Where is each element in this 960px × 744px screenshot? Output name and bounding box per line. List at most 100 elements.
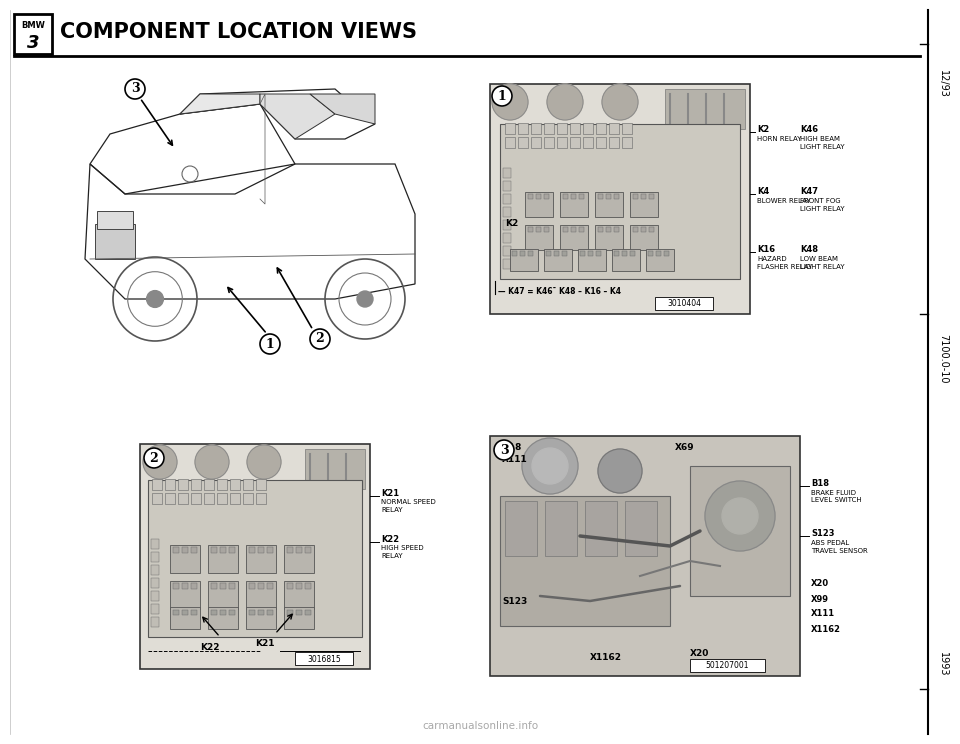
Bar: [655, 297, 713, 310]
Bar: [151, 617, 159, 627]
Circle shape: [247, 445, 281, 479]
Bar: [583, 137, 593, 148]
Bar: [229, 610, 235, 615]
Bar: [503, 220, 511, 230]
Bar: [545, 501, 577, 556]
Bar: [625, 501, 657, 556]
Text: S123: S123: [502, 597, 527, 606]
Circle shape: [705, 481, 775, 551]
Bar: [583, 123, 593, 134]
Text: K47: K47: [800, 187, 818, 196]
Bar: [95, 224, 135, 259]
Bar: [284, 581, 314, 609]
Bar: [622, 137, 632, 148]
Bar: [256, 493, 266, 504]
Text: 3016815: 3016815: [307, 655, 341, 664]
Text: K21: K21: [255, 638, 275, 647]
Bar: [191, 493, 201, 504]
Bar: [296, 547, 302, 553]
Bar: [305, 547, 311, 553]
Bar: [505, 501, 537, 556]
Bar: [649, 227, 654, 232]
Bar: [243, 493, 253, 504]
Bar: [633, 227, 638, 232]
Text: K4: K4: [757, 187, 769, 196]
Bar: [570, 137, 580, 148]
Bar: [230, 493, 240, 504]
Circle shape: [195, 445, 229, 479]
Polygon shape: [180, 94, 260, 114]
Bar: [614, 251, 619, 256]
Text: LIGHT RELAY: LIGHT RELAY: [800, 264, 845, 270]
Bar: [503, 194, 511, 204]
Bar: [562, 251, 567, 256]
Bar: [596, 251, 601, 256]
Bar: [622, 123, 632, 134]
Bar: [490, 436, 800, 676]
Bar: [557, 123, 567, 134]
Bar: [531, 137, 541, 148]
Circle shape: [722, 498, 758, 534]
Bar: [649, 194, 654, 199]
Text: LOW BEAM: LOW BEAM: [800, 256, 838, 262]
Bar: [614, 194, 619, 199]
Bar: [518, 123, 528, 134]
Bar: [191, 479, 201, 490]
Text: 3: 3: [500, 443, 508, 457]
Bar: [152, 493, 162, 504]
Bar: [191, 547, 197, 553]
Bar: [598, 227, 603, 232]
Bar: [178, 493, 188, 504]
Bar: [208, 607, 238, 629]
Bar: [503, 246, 511, 256]
Text: RELAY: RELAY: [381, 507, 402, 513]
Bar: [664, 251, 669, 256]
Bar: [503, 207, 511, 217]
Bar: [505, 123, 515, 134]
Text: BMW: BMW: [21, 22, 45, 31]
Bar: [208, 545, 238, 573]
Bar: [520, 251, 525, 256]
Circle shape: [144, 448, 164, 468]
Circle shape: [147, 291, 163, 307]
Text: NORMAL SPEED: NORMAL SPEED: [381, 499, 436, 505]
Text: K48: K48: [800, 246, 818, 254]
Bar: [641, 227, 646, 232]
Bar: [571, 227, 576, 232]
Circle shape: [357, 291, 373, 307]
Bar: [14, 14, 52, 54]
Bar: [204, 493, 214, 504]
Bar: [305, 583, 311, 589]
Text: X111: X111: [811, 609, 835, 618]
Bar: [246, 581, 276, 609]
Bar: [606, 194, 611, 199]
Bar: [612, 249, 640, 271]
Bar: [165, 493, 175, 504]
Bar: [148, 480, 362, 637]
Text: FRONT FOG: FRONT FOG: [800, 198, 841, 204]
Text: K22: K22: [381, 534, 399, 544]
Text: 1993: 1993: [938, 652, 948, 676]
Text: BRAKE FLUID: BRAKE FLUID: [811, 490, 856, 496]
Text: LEVEL SWITCH: LEVEL SWITCH: [811, 497, 862, 503]
Text: S123: S123: [811, 530, 834, 539]
Bar: [596, 137, 606, 148]
Bar: [295, 652, 353, 665]
Bar: [633, 194, 638, 199]
Bar: [579, 194, 584, 199]
Text: 1: 1: [497, 89, 506, 103]
Bar: [622, 251, 627, 256]
Bar: [229, 547, 235, 553]
Bar: [598, 194, 603, 199]
Bar: [151, 539, 159, 549]
Circle shape: [522, 438, 578, 494]
Bar: [503, 168, 511, 178]
Bar: [191, 583, 197, 589]
Bar: [560, 225, 588, 250]
Text: X20: X20: [690, 650, 709, 658]
Bar: [258, 547, 264, 553]
Circle shape: [598, 449, 642, 493]
Bar: [544, 194, 549, 199]
Bar: [528, 194, 533, 199]
Bar: [490, 84, 750, 314]
